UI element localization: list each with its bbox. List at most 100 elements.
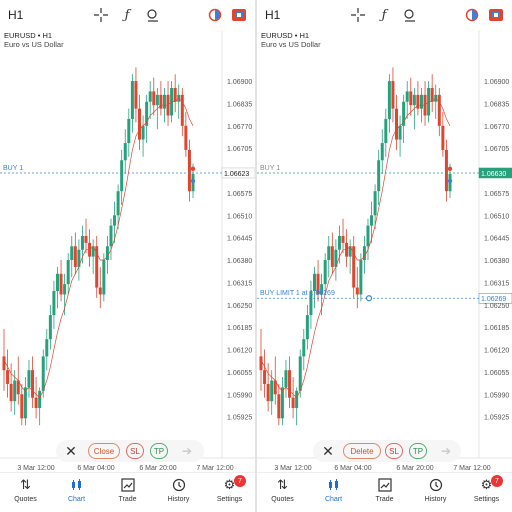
candle-body [366, 225, 370, 247]
y-tick-label: 1.06575 [227, 191, 252, 198]
candle-body [323, 260, 327, 285]
candle-body [41, 356, 45, 391]
y-tick-label: 1.06055 [484, 370, 509, 377]
x-tick-label: 3 Mar 12:00 [17, 465, 54, 472]
candle-body [337, 235, 341, 250]
new-order-icon[interactable] [230, 6, 248, 24]
stop-loss-button[interactable]: SL [126, 443, 144, 459]
x-tick-label: 7 Mar 12:00 [453, 465, 490, 472]
candle-body [284, 370, 288, 388]
arrow-right-icon[interactable]: ➔ [440, 444, 452, 458]
candle-body [352, 246, 356, 288]
candle-body [48, 315, 52, 340]
current-price-box [478, 167, 512, 179]
current-price-label: 1.06623 [224, 171, 249, 178]
new-order-icon[interactable] [487, 6, 505, 24]
y-tick-label: 1.05990 [484, 392, 509, 399]
y-tick-label: 1.06900 [484, 79, 509, 86]
candle-body [398, 125, 402, 140]
chart-screen-close: H1 ƒ EURUSD • H1 Euro vs US Dollar 1.069… [0, 0, 255, 512]
candle-body [377, 160, 381, 192]
y-tick-label: 1.06250 [484, 303, 509, 310]
candle-body [302, 339, 306, 357]
y-tick-label: 1.06445 [484, 236, 509, 243]
settings-icon: ⚙ [480, 477, 493, 492]
buy-limit-label: BUY LIMIT 1 at 1.06269 [260, 290, 335, 297]
stop-loss-button[interactable]: SL [385, 443, 403, 459]
candle-body [109, 225, 113, 247]
candle-body [2, 356, 6, 371]
nav-chart[interactable]: Chart [308, 477, 359, 503]
candle-body [73, 246, 77, 267]
nav-trade[interactable]: Trade [102, 477, 153, 503]
take-profit-button[interactable]: TP [150, 443, 168, 459]
candle-body [55, 273, 59, 292]
y-tick-label: 1.06770 [227, 124, 252, 131]
indicators-icon[interactable]: ƒ [124, 7, 130, 23]
candle-body [31, 370, 35, 398]
arrow-right-icon[interactable]: ➔ [181, 444, 193, 458]
one-click-trading-icon[interactable] [463, 6, 481, 24]
y-tick-label: 1.05925 [227, 415, 252, 422]
nav-trade[interactable]: Trade [359, 477, 410, 503]
candle-body [320, 284, 324, 295]
candle-body [412, 94, 416, 106]
sell-marker [447, 166, 453, 172]
objects-icon[interactable] [401, 6, 419, 24]
candle-body [327, 246, 331, 261]
candle-body [330, 246, 334, 267]
nav-quotes[interactable]: ⇅ Quotes [14, 477, 37, 503]
y-tick-label: 1.06315 [484, 280, 509, 287]
candle-body [152, 91, 156, 106]
candle-body [180, 94, 184, 126]
objects-icon[interactable] [144, 6, 162, 24]
candle-body [16, 380, 20, 395]
candle-body [298, 356, 302, 391]
buy-marker [190, 178, 196, 184]
order-action-bar: ✕ Delete SL TP ➔ [313, 440, 461, 462]
candle-body [391, 81, 395, 109]
chart-screen-delete: H1 ƒ EURUSD • H1 Euro vs US Dollar 1.069… [257, 0, 512, 512]
y-tick-label: 1.05925 [484, 415, 509, 422]
candle-body [373, 191, 377, 216]
candle-body [77, 249, 81, 267]
candle-body [120, 160, 124, 192]
nav-settings[interactable]: ⚙ Settings 7 [204, 475, 255, 503]
nav-quotes[interactable]: ⇅ Quotes [271, 477, 294, 503]
price-chart[interactable]: 1.069001.068351.067701.067051.066401.065… [0, 30, 255, 472]
nav-history[interactable]: History [153, 477, 204, 503]
candle-body [316, 273, 320, 295]
indicators-icon[interactable]: ƒ [381, 7, 387, 23]
candle-body [370, 215, 374, 226]
sell-marker [190, 166, 196, 172]
price-chart[interactable]: 1.069001.068351.067701.067051.066401.065… [257, 30, 512, 472]
candle-body [291, 397, 295, 409]
nav-chart[interactable]: Chart [51, 477, 102, 503]
quotes-icon: ⇅ [277, 477, 288, 492]
crosshair-icon[interactable] [92, 6, 110, 24]
settings-badge: 7 [491, 475, 503, 487]
nav-history[interactable]: History [410, 477, 461, 503]
candle-body [102, 260, 106, 295]
crosshair-icon[interactable] [349, 6, 367, 24]
close-icon[interactable]: ✕ [65, 442, 77, 459]
buy-position-label: BUY 1 [260, 165, 280, 172]
timeframe-selector[interactable]: H1 [265, 8, 281, 22]
timeframe-selector[interactable]: H1 [8, 8, 24, 22]
candle-body [27, 370, 31, 388]
candle-body [187, 149, 191, 192]
candle-body [173, 87, 177, 102]
close-position-button[interactable]: Close [88, 443, 120, 459]
candle-body [444, 149, 448, 192]
take-profit-button[interactable]: TP [409, 443, 427, 459]
candle-body [138, 108, 142, 140]
symbol-description: Euro vs US Dollar [4, 40, 64, 49]
candle-body [134, 81, 138, 109]
candle-body [273, 380, 277, 395]
one-click-trading-icon[interactable] [206, 6, 224, 24]
y-tick-label: 1.06120 [227, 348, 252, 355]
delete-order-button[interactable]: Delete [343, 443, 381, 459]
nav-settings[interactable]: ⚙ Settings 7 [461, 475, 512, 503]
close-icon[interactable]: ✕ [322, 442, 334, 459]
candle-body [116, 191, 120, 216]
